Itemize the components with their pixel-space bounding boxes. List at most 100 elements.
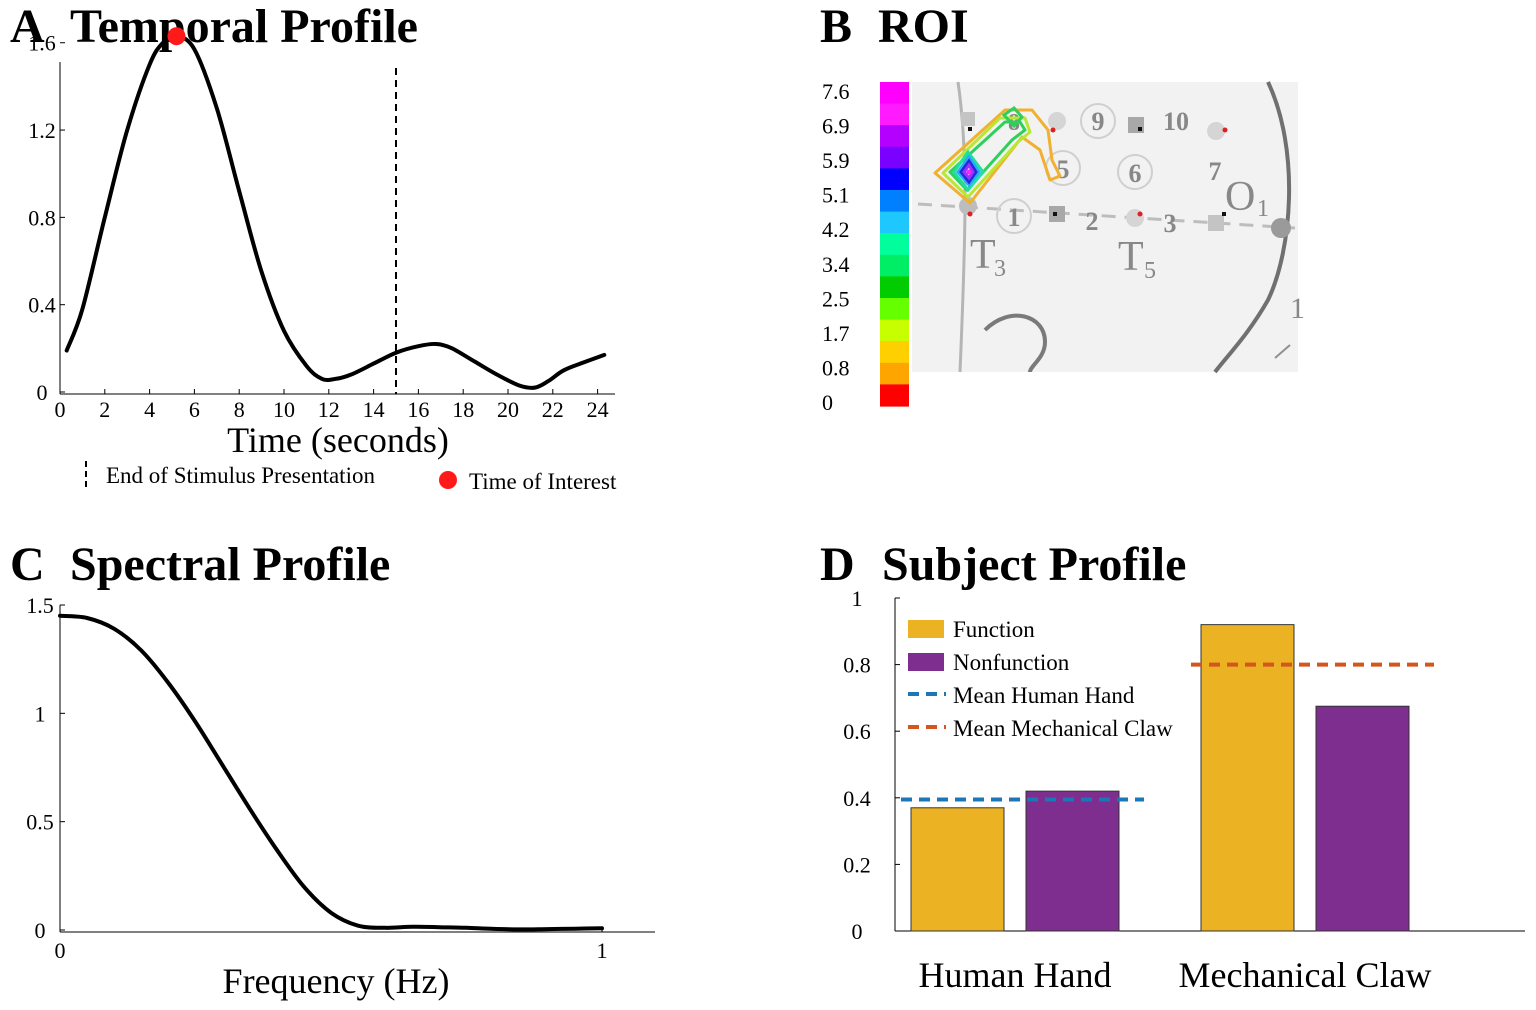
panel-b-letter: B: [820, 0, 852, 53]
optode-circle: [1048, 112, 1066, 130]
ear-contour: [983, 313, 1048, 373]
channel-label: 7: [1209, 157, 1222, 186]
marker-dot: [1050, 127, 1056, 133]
legend-nonfunction-swatch: [908, 653, 944, 671]
category-label-mechanical-claw: Mechanical Claw: [1179, 955, 1432, 995]
contour-orange: [933, 108, 1062, 205]
contour-purple: [962, 162, 975, 181]
temporal-x-tick-label: 20: [497, 397, 519, 422]
spectral-series-line: [58, 613, 604, 932]
subject-y-tick-label: 1: [852, 586, 863, 611]
subject-y-tick-label: 0: [852, 919, 863, 944]
panel-d-letter: D: [820, 538, 855, 591]
colorbar-segment: [880, 168, 909, 191]
contour-green-secondary: [1001, 106, 1025, 129]
colorbar-segment: [880, 233, 909, 256]
contour-cyan: [952, 149, 985, 193]
contour-yellow-green: [941, 116, 1032, 199]
temporal-y-tick-label: 0: [37, 380, 48, 405]
channel-label: 10: [1163, 107, 1189, 136]
reference-dashed-line: [917, 202, 1296, 230]
colorbar-tick-label: 7.6: [822, 79, 850, 104]
colorbar-segment: [880, 362, 909, 385]
marker-dot: [967, 211, 973, 217]
subject-y-tick-label: 0.4: [843, 786, 871, 811]
subject-y-tick-label: 0.6: [843, 719, 871, 744]
colorbar-tick-label: 0.8: [822, 355, 850, 380]
optode-square: [1208, 215, 1224, 231]
roi-map-background: [912, 82, 1298, 372]
colorbar-segment: [880, 125, 909, 148]
spectral-ticks: 0 1 0 0.5 1 1.5: [26, 593, 607, 963]
panel-b: B ROI 7.6 6.9 5.9 5.1 4.2 3.4 2.5 1.7 0.8 0 9 10 …: [820, 0, 1305, 415]
temporal-x-tick-label: 10: [273, 397, 295, 422]
channel-label: 5: [1057, 155, 1070, 184]
subject-legend: Function Nonfunction Mean Human Hand Mea…: [908, 617, 1173, 741]
spectral-x-label: Frequency (Hz): [223, 961, 450, 1001]
panel-a: A Temporal Profile 0 2 4 6 8 10 12 14 16 18 20 22 24…: [10, 0, 617, 494]
roi-map: 9 10 5 6 7 1 2 3 8 O: [912, 81, 1305, 374]
temporal-x-tick-label: 24: [587, 397, 609, 422]
contour-peak: [966, 169, 972, 175]
colorbar-tick-label: 1.7: [822, 321, 850, 346]
channel-circle: [1080, 103, 1116, 139]
spectral-y-tick-label: 0.5: [26, 810, 54, 835]
temporal-x-tick-label: 8: [234, 397, 245, 422]
spectral-x-tick-label: 0: [55, 938, 66, 963]
colorbar-tick-label: 5.1: [822, 183, 850, 208]
electrode-label-t3: T: [970, 232, 996, 278]
colorbar: [880, 82, 909, 407]
edge-label: 1: [1290, 292, 1305, 325]
colorbar-segment: [880, 190, 909, 213]
channel-circle: [1117, 154, 1153, 190]
colorbar-segment: [880, 276, 909, 299]
legend-mean-human-hand-label: Mean Human Hand: [953, 683, 1135, 708]
panel-d-title: Subject Profile: [882, 538, 1186, 591]
colorbar-tick-label: 3.4: [822, 252, 850, 277]
optode-circle: [1126, 209, 1144, 227]
marker-dot: [1137, 211, 1143, 217]
marker-dot: [968, 127, 972, 131]
spectral-y-tick-label: 1.5: [26, 593, 54, 618]
subject-ticks: 0 0.2 0.4 0.6 0.8 1: [843, 586, 900, 944]
colorbar-tick-label: 2.5: [822, 286, 850, 311]
legend-nonfunction-label: Nonfunction: [953, 650, 1070, 675]
temporal-x-label: Time (seconds): [227, 420, 449, 460]
colorbar-segment: [880, 103, 909, 126]
colorbar-segment: [880, 146, 909, 169]
reference-point: [1271, 218, 1291, 238]
colorbar-tick-label: 6.9: [822, 114, 850, 139]
channel-label: 1: [1008, 203, 1021, 232]
temporal-x-tick-label: 22: [542, 397, 564, 422]
electrode-label-o1-sub: 1: [1257, 196, 1269, 222]
electrode-label-o1: O: [1225, 174, 1255, 220]
temporal-x-tick-label: 12: [318, 397, 340, 422]
colorbar-segment: [880, 211, 909, 234]
channel-label: 2: [1086, 207, 1099, 236]
panel-c-title: Spectral Profile: [70, 538, 390, 591]
spectral-y-tick-label: 0: [35, 918, 46, 943]
channel-label: 6: [1129, 159, 1142, 188]
electrode-label-t5-sub: 5: [1144, 258, 1156, 284]
contour-sky: [956, 154, 981, 188]
colorbar-segment: [880, 319, 909, 342]
bar-nonfunction-1: [1315, 705, 1410, 932]
temporal-x-tick-label: 6: [189, 397, 200, 422]
subject-bars: [910, 624, 1410, 932]
colorbar-segment: [880, 384, 909, 407]
legend-time-of-interest-label: Time of Interest: [469, 469, 617, 494]
panel-c: C Spectral Profile 0 1 0 0.5 1 1.5 Frequency …: [10, 538, 655, 1001]
colorbar-labels: 7.6 6.9 5.9 5.1 4.2 3.4 2.5 1.7 0.8 0: [822, 79, 850, 415]
category-label-human-hand: Human Hand: [919, 955, 1112, 995]
legend-red-dot-symbol: [439, 471, 457, 489]
marker-dot: [1222, 127, 1228, 133]
legend-stimulus-label: End of Stimulus Presentation: [106, 463, 375, 488]
bar-function-0: [910, 807, 1005, 932]
bar-function-1: [1200, 624, 1295, 932]
colorbar-segment: [880, 341, 909, 364]
marker-dot: [1138, 127, 1142, 131]
colorbar-segment: [880, 82, 909, 105]
subject-y-tick-label: 0.2: [843, 852, 871, 877]
head-outline-right: [1213, 81, 1292, 374]
temporal-x-tick-label: 14: [363, 397, 385, 422]
